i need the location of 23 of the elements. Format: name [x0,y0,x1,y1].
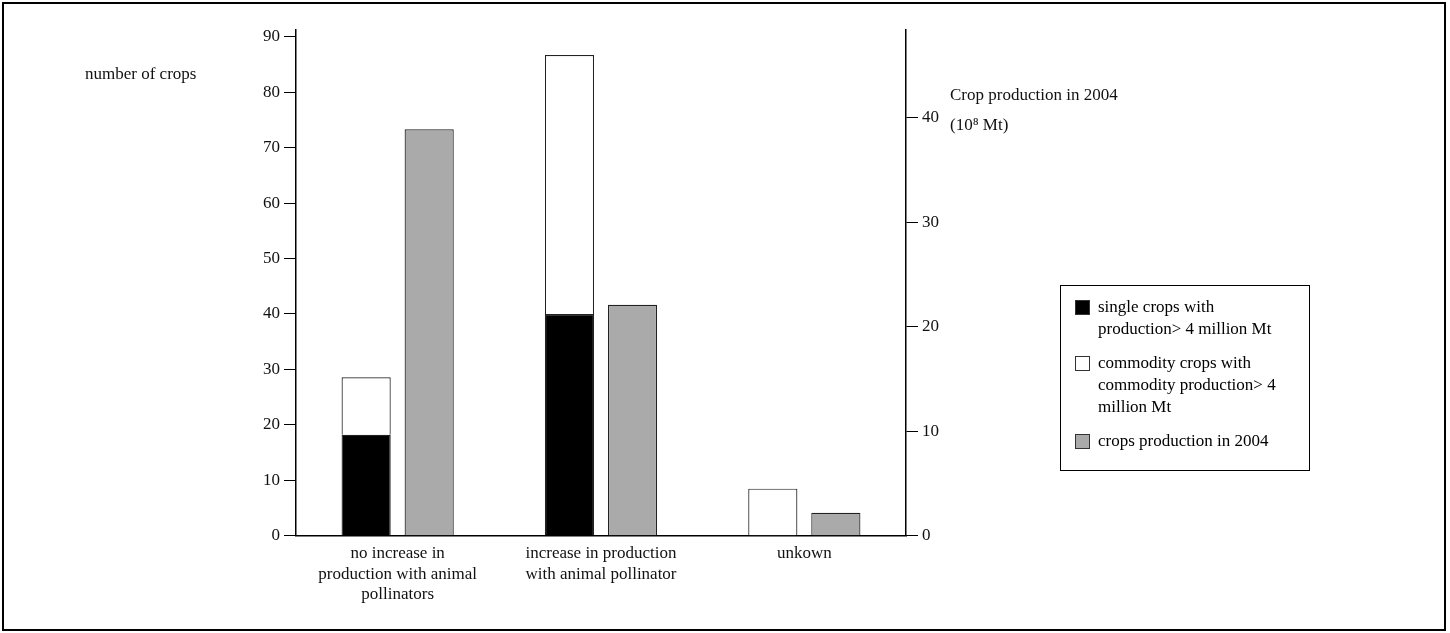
y-tick-label: 10 [263,469,280,489]
y-tick-label: 60 [263,192,280,212]
y2-tick-label: 0 [922,525,931,545]
y-axis-title: number of crops [85,64,197,84]
y-tick-label: 30 [263,358,280,378]
y-tick-label: 0 [271,525,280,545]
x-tick-label: no increase in production with animal pollinators [318,543,478,604]
text: commodity crops with commodity production> 4 million Mt [1098,352,1277,418]
y2-tick-label: 30 [922,211,939,231]
x-tick-label: unkown [776,543,833,563]
y-tick-label: 70 [263,137,280,157]
y-tick-label: 80 [263,81,280,101]
y2-tick-label: 10 [922,420,939,440]
y-tick-label: 50 [263,247,280,267]
y-tick-label: 40 [263,303,280,323]
legend-label: single crops with production> 4 million Mt [1098,296,1273,340]
y-tick-label: 90 [263,26,280,46]
y2-axis-title: Crop production in 2004 (10⁸ Mt) [950,84,1119,136]
y-tick-label: 20 [263,414,280,434]
legend-label: crops production in 2004 [1098,430,1269,452]
y2-tick-label: 40 [922,107,939,127]
y2-tick-label: 20 [922,316,939,336]
x-tick-label: increase in production with animal pollinator [525,543,678,583]
